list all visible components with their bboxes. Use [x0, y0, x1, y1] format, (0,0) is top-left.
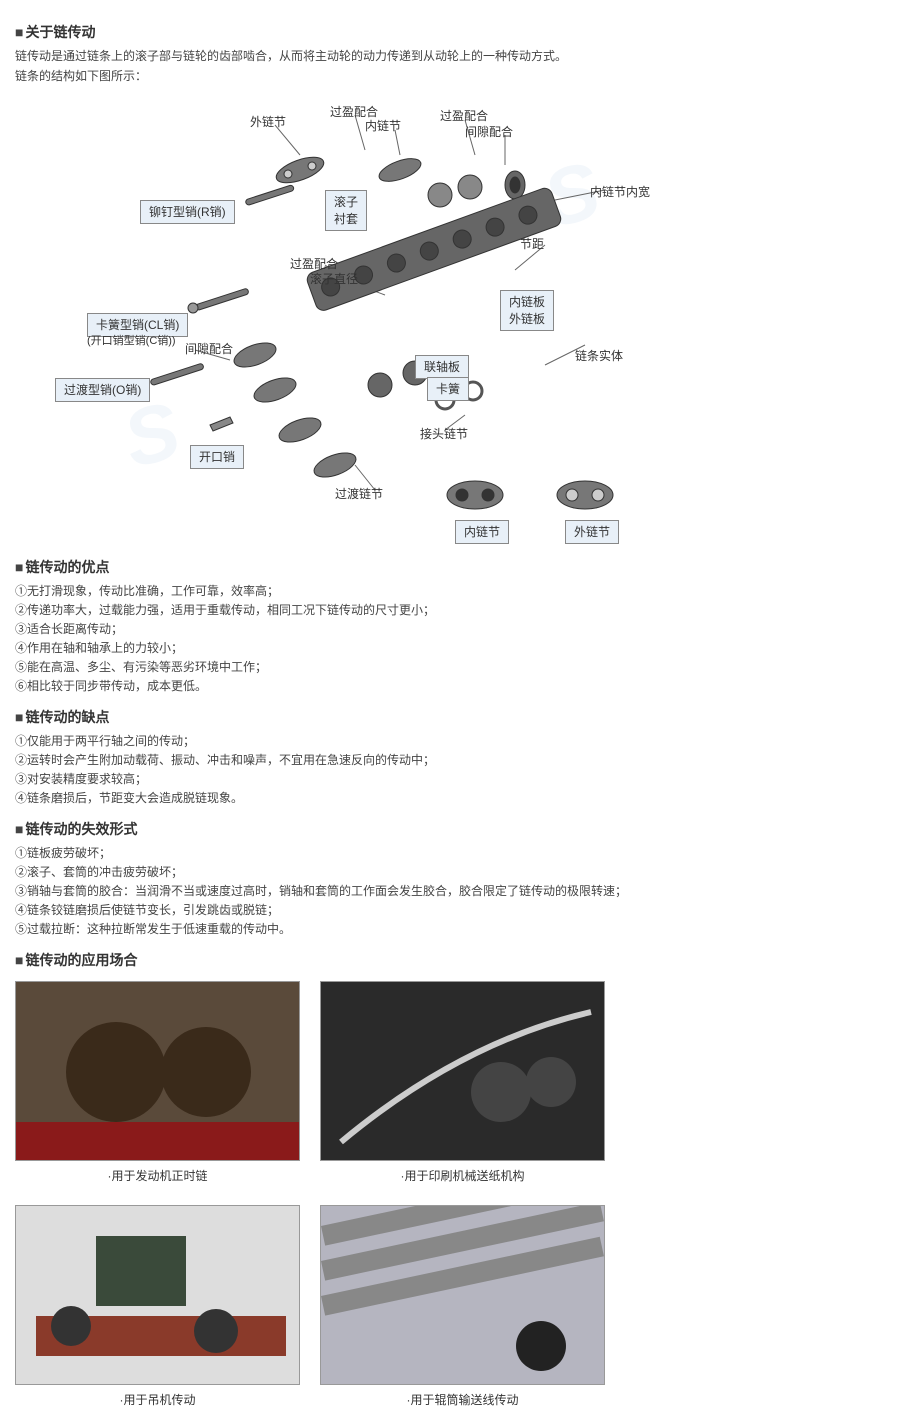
box-outer-link-bottom: 外链节 [565, 520, 619, 544]
advantage-item: ⑤能在高温、多尘、有污染等恶劣环境中工作； [15, 658, 895, 676]
application-item: ·用于印刷机械送纸机构 [320, 981, 605, 1185]
advantage-item: ③适合长距离传动； [15, 620, 895, 638]
disadvantage-item: ③对安装精度要求较高； [15, 770, 895, 788]
section-failures-title: 链传动的失效形式 [15, 819, 895, 840]
label-snap-pin-sub: (开口销型销(C销)) [87, 333, 176, 350]
application-item: ·用于吊机传动 [15, 1205, 300, 1409]
application-item: ·用于辊筒输送线传动 [320, 1205, 605, 1409]
label-clearance-fit-2: 间隙配合 [185, 340, 233, 358]
failure-item: ③销轴与套筒的胶合：当润滑不当或速度过高时，销轴和套筒的工作面会发生胶合，胶合限… [15, 882, 895, 900]
app-caption: ·用于发动机正时链 [15, 1167, 300, 1185]
label-transition-link: 过渡链节 [335, 485, 383, 503]
advantage-item: ①无打滑现象，传动比准确，工作可靠，效率高； [15, 582, 895, 600]
application-item: ·用于发动机正时链 [15, 981, 300, 1185]
label-chain-body: 链条实体 [575, 347, 623, 365]
label-roller-diameter: 滚子直径 [310, 270, 358, 288]
section-advantages-title: 链传动的优点 [15, 557, 895, 578]
label-inner-link-top: 内链节 [365, 117, 401, 135]
box-transition-pin: 过渡型销(O销) [55, 378, 150, 402]
advantage-item: ④作用在轴和轴承上的力较小； [15, 639, 895, 657]
section-applications-title: 链传动的应用场合 [15, 950, 895, 971]
disadvantage-item: ①仅能用于两平行轴之间的传动； [15, 732, 895, 750]
failure-item: ⑤过载拉断：这种拉断常发生于低速重载的传动中。 [15, 920, 895, 938]
box-rivet-pin: 铆钉型销(R销) [140, 200, 235, 224]
disadvantage-item: ④链条磨损后，节距变大会造成脱链现象。 [15, 789, 895, 807]
label-inner-link-width: 内链节内宽 [590, 183, 650, 201]
app-caption: ·用于辊筒输送线传动 [320, 1391, 605, 1409]
failures-list: ①链板疲劳破坏； ②滚子、套筒的冲击疲劳破坏； ③销轴与套筒的胶合：当润滑不当或… [15, 844, 895, 938]
box-inner-link-bottom: 内链节 [455, 520, 509, 544]
app-image-printing [320, 981, 605, 1161]
app-image-roller [320, 1205, 605, 1385]
advantages-list: ①无打滑现象，传动比准确，工作可靠，效率高； ②传递功率大，过载能力强，适用于重… [15, 582, 895, 695]
box-coupling-plate: 联轴板 [415, 355, 469, 379]
app-image-crane [15, 1205, 300, 1385]
label-outer-link-top: 外链节 [250, 113, 286, 131]
disadvantage-item: ②运转时会产生附加动载荷、振动、冲击和噪声，不宜用在急速反向的传动中； [15, 751, 895, 769]
app-image-engine [15, 981, 300, 1161]
advantage-item: ⑥相比较于同步带传动，成本更低。 [15, 677, 895, 695]
app-caption: ·用于印刷机械送纸机构 [320, 1167, 605, 1185]
chain-structure-diagram: S S [45, 95, 865, 545]
label-joint-link: 接头链节 [420, 425, 468, 443]
section-about-title: 关于链传动 [15, 22, 895, 43]
failure-item: ④链条铰链磨损后使链节变长，引发跳齿或脱链； [15, 901, 895, 919]
failure-item: ①链板疲劳破坏； [15, 844, 895, 862]
advantage-item: ②传递功率大，过载能力强，适用于重载传动，相同工况下链传动的尺寸更小； [15, 601, 895, 619]
intro-text-2: 链条的结构如下图所示： [15, 67, 895, 85]
box-bushing: 衬套 [325, 208, 367, 231]
app-caption: ·用于吊机传动 [15, 1391, 300, 1409]
box-cotter-pin: 开口销 [190, 445, 244, 469]
box-outer-plate: 外链板 [500, 308, 554, 331]
intro-text-1: 链传动是通过链条上的滚子部与链轮的齿部啮合，从而将主动轮的动力传递到从动轮上的一… [15, 47, 895, 65]
failure-item: ②滚子、套筒的冲击疲劳破坏； [15, 863, 895, 881]
label-clearance-fit-1: 间隙配合 [465, 123, 513, 141]
applications-grid: ·用于发动机正时链 ·用于印刷机械送纸机构 ·用于吊机传动 ·用于辊筒输送线传动 [15, 981, 895, 1409]
box-snap-ring: 卡簧 [427, 377, 469, 401]
section-disadvantages-title: 链传动的缺点 [15, 707, 895, 728]
label-pitch: 节距 [520, 235, 544, 253]
disadvantages-list: ①仅能用于两平行轴之间的传动； ②运转时会产生附加动载荷、振动、冲击和噪声，不宜… [15, 732, 895, 807]
